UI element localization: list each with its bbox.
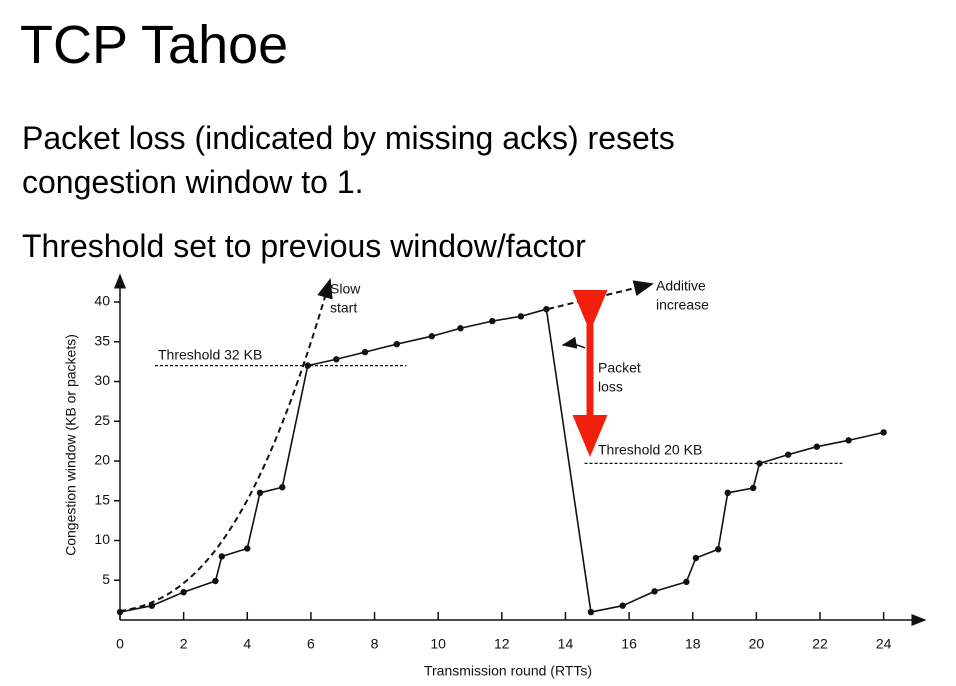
data-point <box>244 545 251 552</box>
x-tick-label: 2 <box>180 636 188 652</box>
y-tick-label: 20 <box>94 452 110 468</box>
data-point <box>756 460 763 467</box>
data-point <box>212 577 219 585</box>
bullet: Threshold set to previous window/factor <box>22 228 586 264</box>
data-point <box>619 602 626 609</box>
data-point <box>784 451 792 458</box>
data-point <box>692 554 700 562</box>
data-point <box>116 608 124 616</box>
x-tick-label: 24 <box>876 636 892 652</box>
series-line <box>119 308 884 614</box>
data-point <box>845 437 852 444</box>
data-point <box>180 588 187 596</box>
data-point <box>543 305 550 313</box>
slow-start-curve <box>119 278 333 612</box>
y-tick-label: 10 <box>94 531 110 547</box>
annotation: Additive <box>656 278 706 294</box>
data-point <box>218 553 226 560</box>
y-axis-label: Congestion window (KB or packets) <box>63 334 79 556</box>
data-point <box>749 484 757 492</box>
data-point <box>683 578 690 586</box>
x-tick-label: 16 <box>621 636 637 652</box>
x-tick-label: 22 <box>812 636 828 652</box>
y-tick-label: 15 <box>94 491 110 507</box>
packet-loss-pointer <box>561 336 586 349</box>
y-tick-label: 5 <box>102 571 110 587</box>
x-tick-label: 20 <box>749 636 765 652</box>
x-axis-label: Transmission round (RTTs) <box>424 663 592 679</box>
x-tick-label: 0 <box>116 636 124 652</box>
data-point <box>651 588 658 595</box>
data-point <box>256 489 264 497</box>
data-point <box>813 443 821 450</box>
data-point <box>724 489 731 497</box>
data-point <box>517 313 525 320</box>
data-point <box>489 317 496 325</box>
threshold-label: Threshold 32 KB <box>158 347 262 363</box>
x-tick-label: 14 <box>558 636 574 652</box>
data-point <box>880 429 887 436</box>
data-point <box>457 325 464 332</box>
annotation: Packet <box>598 360 641 376</box>
data-point <box>393 340 401 348</box>
x-tick-label: 18 <box>685 636 701 652</box>
threshold-label: Threshold 20 KB <box>598 442 702 458</box>
x-tick-label: 10 <box>430 636 446 652</box>
data-point <box>361 348 369 356</box>
slide-title: TCP Tahoe <box>20 15 289 75</box>
y-tick-label: 35 <box>94 332 110 348</box>
x-tick-label: 12 <box>494 636 510 652</box>
x-tick-label: 8 <box>371 636 379 652</box>
y-tick-label: 25 <box>94 412 110 428</box>
annotation: loss <box>598 379 623 395</box>
data-point <box>714 546 722 553</box>
bullet: Packet loss (indicated by missing acks) … <box>22 120 675 200</box>
y-tick-label: 30 <box>94 372 110 388</box>
annotation: Slow <box>330 281 361 297</box>
x-tick-label: 4 <box>243 636 251 652</box>
additive-increase-line <box>547 280 654 310</box>
data-point <box>148 602 156 609</box>
data-point <box>428 333 436 340</box>
annotation: start <box>330 300 357 316</box>
x-tick-label: 6 <box>307 636 315 652</box>
data-point <box>333 356 340 363</box>
data-point <box>587 608 595 616</box>
y-tick-label: 40 <box>94 293 110 309</box>
annotation: increase <box>656 297 709 313</box>
data-point <box>304 362 311 369</box>
data-point <box>279 484 286 491</box>
